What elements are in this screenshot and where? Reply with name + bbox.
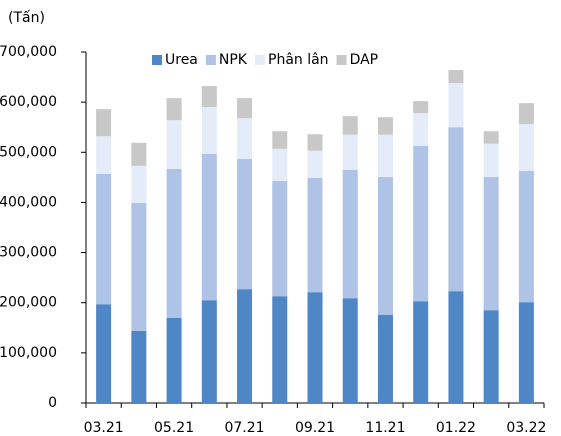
y-tick-label: 200,000 <box>0 295 57 311</box>
bar-segment <box>307 150 323 178</box>
legend-label: Phân lân <box>268 52 329 68</box>
legend-label: DAP <box>350 52 379 68</box>
bar-segment <box>377 117 393 135</box>
bar-segment <box>307 134 323 151</box>
bar-segment <box>413 145 429 302</box>
bar-segment <box>166 317 182 403</box>
bar-segment <box>96 304 112 403</box>
bar-segment <box>413 301 429 403</box>
bar-segment <box>518 103 534 125</box>
legend-label: NPK <box>219 52 248 68</box>
bar-segment <box>342 169 358 299</box>
bar-segment <box>96 109 112 137</box>
y-tick-label: 500,000 <box>0 144 57 160</box>
bar-segment <box>237 98 253 119</box>
bar-segment <box>201 153 217 301</box>
bar-segment <box>237 289 253 403</box>
x-tick-label: 07.21 <box>224 420 264 436</box>
bar-segment <box>166 120 182 169</box>
bar-segment <box>483 131 499 144</box>
legend-swatch <box>255 55 265 65</box>
bar-segment <box>272 180 288 297</box>
bar-segment <box>166 98 182 121</box>
bar-segment <box>131 330 147 403</box>
x-tick-label: 11.21 <box>365 420 405 436</box>
bar-segment <box>272 131 288 149</box>
bar-segment <box>377 314 393 403</box>
bar-segment <box>201 107 217 154</box>
bar-segment <box>342 134 358 170</box>
legend-swatch <box>152 55 162 65</box>
bar-segment <box>201 300 217 403</box>
y-tick-label: 300,000 <box>0 245 57 261</box>
bar-segment <box>307 177 323 293</box>
bar-segment <box>96 173 112 305</box>
bar-segment <box>518 302 534 403</box>
bar-segment <box>413 113 429 146</box>
bar-segment <box>166 168 182 318</box>
bar-segment <box>377 176 393 315</box>
bar-segment <box>413 101 429 114</box>
bar-segment <box>448 291 464 403</box>
bar-segment <box>448 70 464 84</box>
bar-segment <box>131 142 147 166</box>
bar-segment <box>483 143 499 177</box>
bar-segment <box>237 158 253 290</box>
x-tick-label: 03.21 <box>84 420 124 436</box>
bar-segment <box>237 118 253 159</box>
bar-segment <box>131 165 147 203</box>
bar-segment <box>131 202 147 331</box>
bar-segment <box>448 127 464 292</box>
bar-segment <box>272 296 288 403</box>
legend-swatch <box>205 55 216 65</box>
legend-swatch <box>336 55 347 65</box>
y-tick-label: 700,000 <box>0 44 57 60</box>
y-tick-label: 600,000 <box>0 94 57 110</box>
x-tick-label: 05.21 <box>154 420 194 436</box>
bar-segment <box>272 148 288 181</box>
x-tick-label: 01.22 <box>436 420 476 436</box>
bar-segment <box>377 134 393 177</box>
bar-segment <box>518 170 534 303</box>
bar-segment <box>307 292 323 403</box>
unit-label: (Tấn) <box>8 10 45 26</box>
bar-segment <box>518 124 534 171</box>
bar-segment <box>448 83 464 128</box>
y-tick-label: 100,000 <box>0 345 57 361</box>
y-tick-label: 400,000 <box>0 194 57 210</box>
bar-segment <box>483 176 499 311</box>
bar-segment <box>201 86 217 108</box>
y-tick-label: 0 <box>48 395 57 411</box>
legend-label: Urea <box>165 52 198 68</box>
bar-segment <box>342 116 358 135</box>
bar-segment <box>483 310 499 403</box>
bar-segment <box>342 298 358 403</box>
bar-segment <box>96 136 112 174</box>
x-tick-label: 09.21 <box>295 420 335 436</box>
x-tick-label: 03.22 <box>506 420 546 436</box>
